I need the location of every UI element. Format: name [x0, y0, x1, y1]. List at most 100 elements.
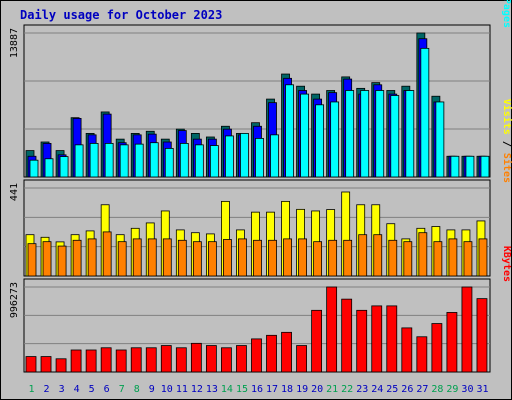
- bar-pages-day-4: [74, 144, 84, 178]
- bar-kbytes-day-27: [416, 336, 428, 373]
- legend-sites: Sites: [501, 153, 512, 183]
- bar-sites-day-7: [117, 241, 127, 277]
- bar-pages-day-23: [360, 90, 370, 178]
- bar-kbytes-day-11: [175, 347, 187, 373]
- bar-kbytes-day-13: [205, 345, 217, 373]
- day-label-5: 5: [89, 384, 95, 395]
- bar-sites-day-8: [132, 238, 142, 277]
- bar-sites-day-22: [343, 239, 353, 277]
- bar-kbytes-day-25: [386, 305, 398, 373]
- day-label-31: 31: [476, 384, 488, 395]
- panel-3-ymax-label: 996273: [9, 282, 20, 318]
- bar-pages-day-26: [405, 90, 415, 178]
- bar-kbytes-day-21: [326, 286, 338, 373]
- bar-kbytes-day-31: [476, 298, 488, 373]
- legend-kbytes: KBytes: [501, 246, 512, 282]
- bar-sites-day-6: [102, 231, 112, 277]
- bar-pages-day-20: [315, 104, 325, 178]
- bar-sites-day-12: [192, 241, 202, 277]
- day-label-28: 28: [431, 384, 443, 395]
- day-label-7: 7: [119, 384, 125, 395]
- panel-2-legend: Visits / Sites: [501, 99, 512, 183]
- day-label-18: 18: [281, 384, 293, 395]
- bar-kbytes-day-22: [341, 298, 353, 373]
- bar-kbytes-day-4: [70, 349, 82, 373]
- day-label-11: 11: [176, 384, 188, 395]
- bar-pages-day-24: [375, 90, 385, 178]
- bar-sites-day-3: [57, 245, 67, 277]
- bar-kbytes-day-6: [100, 347, 112, 373]
- bar-sites-day-1: [27, 243, 37, 277]
- bar-kbytes-day-7: [115, 349, 127, 373]
- day-label-23: 23: [356, 384, 368, 395]
- bar-kbytes-day-24: [371, 305, 383, 373]
- bar-pages-day-1: [29, 159, 39, 178]
- bar-pages-day-15: [240, 133, 249, 178]
- bar-pages-day-29: [450, 155, 460, 178]
- day-label-13: 13: [206, 384, 218, 395]
- day-label-12: 12: [191, 384, 203, 395]
- day-label-27: 27: [416, 384, 428, 395]
- day-label-21: 21: [326, 384, 338, 395]
- bar-kbytes-day-23: [356, 309, 368, 373]
- bar-kbytes-day-20: [311, 309, 323, 373]
- bar-kbytes-day-12: [190, 342, 202, 373]
- bar-kbytes-day-8: [130, 347, 142, 373]
- bar-kbytes-day-17: [266, 334, 277, 373]
- bar-kbytes-day-15: [236, 345, 247, 373]
- bar-sites-day-9: [147, 238, 157, 277]
- day-label-16: 16: [251, 384, 263, 395]
- bar-sites-day-28: [433, 241, 443, 277]
- bar-kbytes-day-5: [85, 349, 97, 373]
- day-label-29: 29: [446, 384, 458, 395]
- bar-pages-day-9: [149, 142, 159, 178]
- day-label-6: 6: [104, 384, 110, 395]
- day-label-24: 24: [371, 384, 383, 395]
- day-label-30: 30: [461, 384, 473, 395]
- bar-sites-day-23: [358, 234, 368, 277]
- legend-separator: /: [501, 135, 512, 153]
- legend-visits: Visits: [501, 99, 512, 135]
- bar-sites-day-16: [253, 239, 262, 277]
- bar-sites-day-17: [268, 239, 277, 277]
- bar-sites-day-4: [72, 239, 82, 277]
- bar-kbytes-day-2: [40, 356, 52, 373]
- bar-kbytes-day-16: [251, 338, 262, 373]
- day-label-25: 25: [386, 384, 398, 395]
- day-label-15: 15: [236, 384, 248, 395]
- bar-pages-day-28: [435, 101, 445, 178]
- day-label-10: 10: [161, 384, 173, 395]
- day-label-9: 9: [149, 384, 155, 395]
- bar-pages-day-6: [104, 143, 114, 178]
- bar-sites-day-21: [328, 239, 338, 277]
- bar-sites-day-2: [42, 241, 52, 277]
- bar-sites-day-24: [373, 234, 383, 277]
- bar-kbytes-day-29: [446, 312, 458, 373]
- bar-pages-day-5: [89, 143, 99, 178]
- bar-pages-day-19: [300, 93, 309, 178]
- bar-kbytes-day-1: [25, 356, 37, 373]
- bar-kbytes-day-3: [55, 358, 67, 373]
- bar-kbytes-day-28: [431, 323, 443, 373]
- bar-pages-day-10: [164, 148, 174, 178]
- bar-pages-day-8: [134, 143, 144, 178]
- bar-pages-day-27: [420, 47, 430, 178]
- panel-2-ymax-label: 441: [9, 183, 20, 201]
- day-label-26: 26: [401, 384, 413, 395]
- bar-sites-day-31: [478, 238, 488, 277]
- bar-sites-day-29: [448, 238, 458, 277]
- bar-pages-day-11: [179, 143, 189, 178]
- day-label-3: 3: [59, 384, 65, 395]
- bar-pages-day-14: [225, 135, 234, 178]
- bar-sites-day-5: [87, 238, 97, 277]
- day-label-1: 1: [29, 384, 35, 395]
- day-label-19: 19: [296, 384, 308, 395]
- bar-sites-day-18: [283, 238, 292, 277]
- day-label-14: 14: [221, 384, 233, 395]
- bar-sites-day-26: [403, 241, 413, 277]
- bar-sites-day-20: [313, 241, 323, 277]
- bar-pages-day-18: [285, 84, 294, 178]
- day-label-4: 4: [74, 384, 80, 395]
